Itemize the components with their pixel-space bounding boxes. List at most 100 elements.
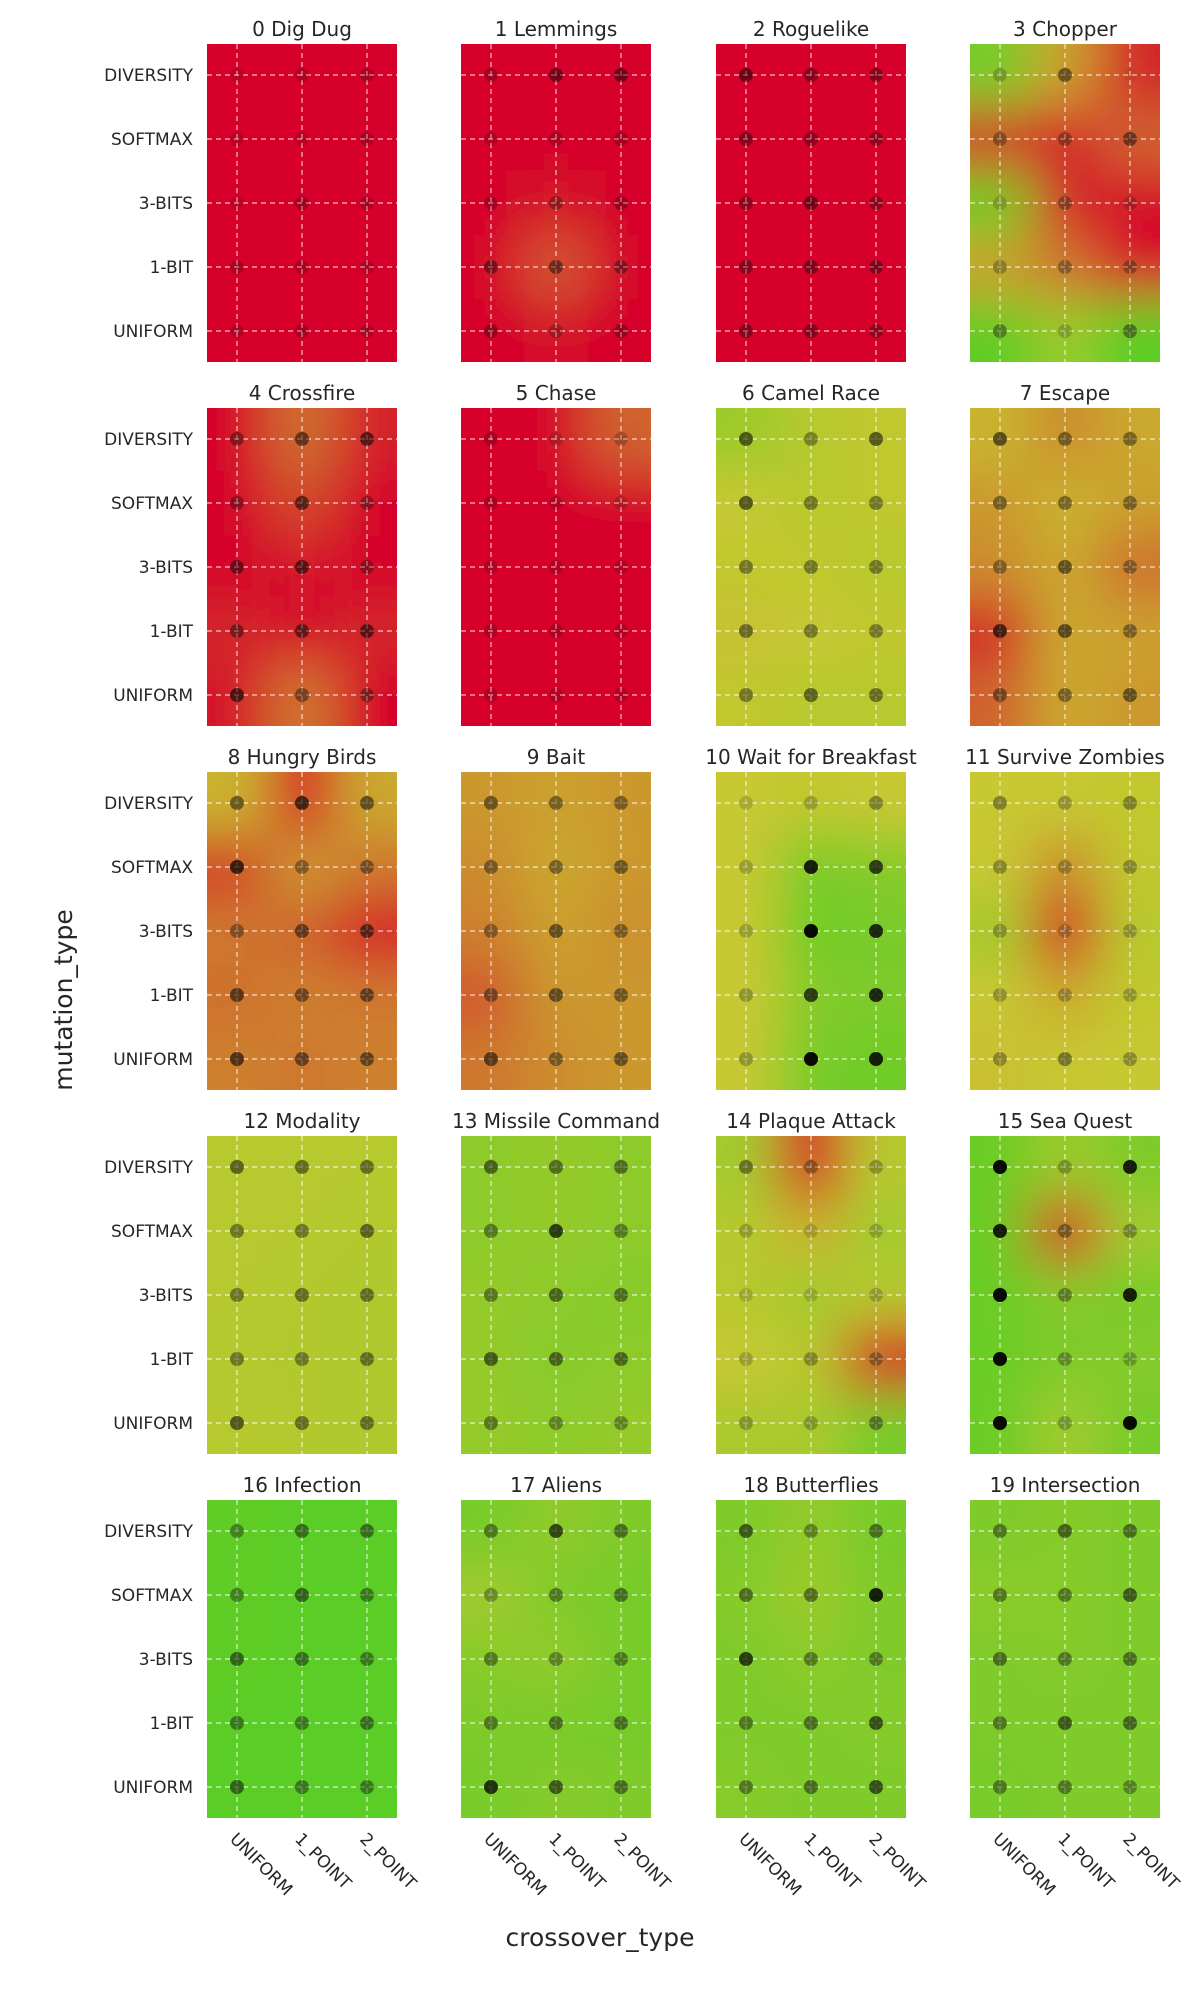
data-point (804, 1716, 818, 1730)
heatmap-panel: 18 Butterflies (716, 1473, 906, 1818)
heatmap-cell (1097, 1327, 1160, 1391)
heatmap-cell (970, 1500, 1033, 1563)
data-point (484, 432, 498, 446)
data-point (230, 688, 244, 702)
data-point (993, 132, 1007, 146)
data-point (295, 68, 309, 82)
data-point (614, 1352, 628, 1366)
data-point (739, 1652, 753, 1666)
data-point (739, 1524, 753, 1538)
data-point (869, 1160, 883, 1174)
data-point (230, 1352, 244, 1366)
data-point (614, 924, 628, 938)
data-point (869, 1224, 883, 1238)
data-point (739, 1716, 753, 1730)
y-tick-label: SOFTMAX (111, 1222, 193, 1242)
data-point (1058, 68, 1072, 82)
data-point (869, 1652, 883, 1666)
heatmap-cell (1097, 1136, 1160, 1199)
heatmap-cell (461, 1500, 524, 1563)
heatmap-cell (1097, 1563, 1160, 1627)
data-point (614, 68, 628, 82)
data-point (549, 432, 563, 446)
data-point (869, 68, 883, 82)
data-point (295, 1716, 309, 1730)
data-point (295, 560, 309, 574)
heatmap-cell (461, 1391, 524, 1454)
data-point (614, 1416, 628, 1430)
y-tick-label: 3-BITS (139, 1650, 193, 1670)
x-tick-label: 1_POINT (290, 1829, 355, 1894)
data-point (484, 1416, 498, 1430)
y-tick-label: 3-BITS (139, 194, 193, 214)
heatmap-panel: 13 Missile Command (452, 1109, 660, 1454)
heatmap-field (970, 44, 1160, 362)
data-point (739, 68, 753, 82)
data-point (295, 1352, 309, 1366)
data-point (484, 1160, 498, 1174)
data-point (739, 1352, 753, 1366)
panel-title: 0 Dig Dug (252, 17, 352, 41)
panel-title: 16 Infection (242, 1473, 361, 1497)
x-axis-label: crossover_type (506, 1923, 695, 1952)
data-point (614, 988, 628, 1002)
data-point (1123, 924, 1137, 938)
data-point (484, 688, 498, 702)
data-point (484, 924, 498, 938)
data-point (993, 1652, 1007, 1666)
data-point (614, 432, 628, 446)
panel-title: 14 Plaque Attack (726, 1109, 896, 1133)
heatmap-cell (461, 299, 524, 362)
data-point (1058, 1588, 1072, 1602)
heatmap-cell (716, 1136, 779, 1199)
data-point (230, 496, 244, 510)
data-point (804, 1224, 818, 1238)
heatmap-cell (843, 408, 906, 471)
data-point (549, 196, 563, 210)
data-point (804, 68, 818, 82)
data-point (484, 1052, 498, 1066)
heatmap-cell (970, 408, 1033, 471)
data-point (804, 432, 818, 446)
y-tick-label: UNIFORM (113, 1414, 193, 1434)
x-tick-label: 2_POINT (864, 1829, 929, 1894)
data-point (360, 1352, 374, 1366)
x-tick-label: 1_POINT (544, 1829, 609, 1894)
data-point (1058, 324, 1072, 338)
data-point (993, 196, 1007, 210)
heatmap-cell (588, 663, 651, 726)
data-point (295, 1052, 309, 1066)
data-point (230, 1052, 244, 1066)
x-tick-label: UNIFORM (734, 1829, 805, 1900)
data-point (360, 1224, 374, 1238)
heatmap-panel: 2 Roguelike (716, 17, 906, 362)
data-point (804, 324, 818, 338)
data-point (804, 196, 818, 210)
data-point (739, 796, 753, 810)
data-point (869, 1588, 883, 1602)
data-point (1123, 1416, 1137, 1430)
heatmap-cell (588, 1391, 651, 1454)
data-point (1058, 988, 1072, 1002)
data-point (1123, 324, 1137, 338)
data-point (484, 324, 498, 338)
heatmap-cell (970, 299, 1033, 362)
heatmap-cell (334, 408, 397, 471)
panel-title: 4 Crossfire (249, 381, 356, 405)
data-point (869, 688, 883, 702)
data-point (869, 1288, 883, 1302)
y-tick-label: UNIFORM (113, 1050, 193, 1070)
data-point (804, 496, 818, 510)
data-point (549, 1524, 563, 1538)
data-point (614, 796, 628, 810)
data-point (614, 1160, 628, 1174)
heatmap-cell (1097, 107, 1160, 171)
data-point (549, 1716, 563, 1730)
heatmap-cell (1097, 408, 1160, 471)
data-point (804, 1588, 818, 1602)
data-point (614, 1524, 628, 1538)
data-point (1123, 860, 1137, 874)
panel-title: 15 Sea Quest (998, 1109, 1133, 1133)
y-tick-label: 1-BIT (150, 1714, 194, 1734)
data-point (993, 560, 1007, 574)
